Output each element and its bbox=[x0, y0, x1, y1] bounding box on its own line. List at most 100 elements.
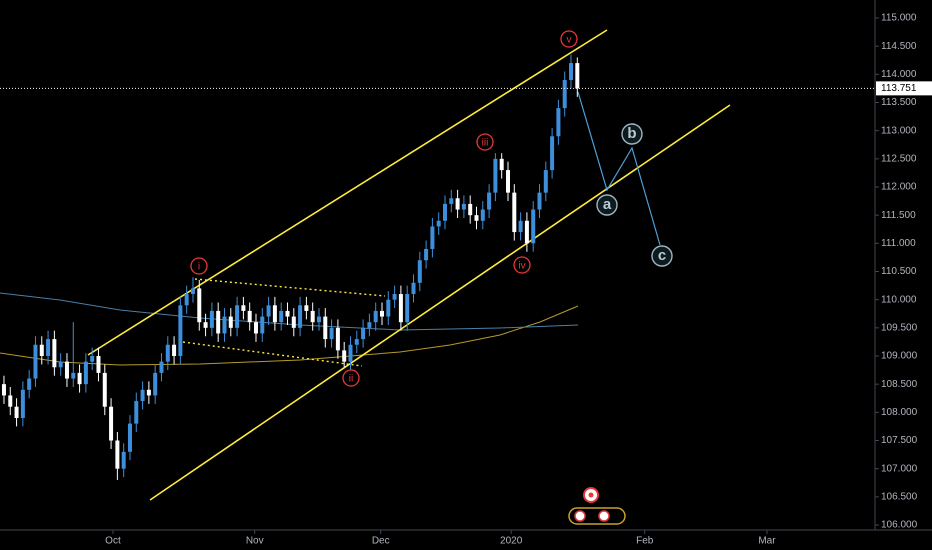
y-tick-label: 112.500 bbox=[881, 153, 917, 164]
candle-body bbox=[20, 389, 25, 418]
candles bbox=[1, 54, 580, 480]
candle-body bbox=[134, 401, 139, 424]
candle-body bbox=[348, 344, 353, 362]
y-tick-label: 113.500 bbox=[881, 97, 917, 108]
channel-lower bbox=[149, 104, 731, 501]
candle-body bbox=[310, 310, 315, 323]
triangle-upper bbox=[194, 278, 386, 297]
wave-label: i bbox=[198, 262, 200, 273]
wave-label-circle bbox=[190, 257, 208, 275]
candle-body bbox=[33, 344, 38, 379]
candle-body bbox=[323, 316, 328, 340]
candle-body bbox=[90, 356, 95, 362]
last-price-box bbox=[876, 81, 932, 96]
x-tick-label: Feb bbox=[636, 536, 654, 547]
projection-label: c bbox=[658, 247, 666, 264]
candle-body bbox=[247, 310, 252, 323]
candle-body bbox=[361, 327, 366, 340]
candle-body bbox=[228, 316, 233, 328]
candle-body bbox=[480, 209, 485, 221]
candle-body bbox=[58, 361, 63, 368]
candle-body bbox=[27, 378, 32, 390]
y-tick-label: 109.500 bbox=[881, 322, 918, 333]
candle-body bbox=[1, 384, 6, 396]
wave-label-circle bbox=[476, 133, 494, 151]
candle-body bbox=[474, 215, 479, 221]
y-tick-label: 110.000 bbox=[881, 294, 917, 305]
x-tick-label: 2020 bbox=[500, 536, 523, 547]
candle-body bbox=[550, 136, 555, 171]
candle-body bbox=[468, 203, 473, 216]
candle-body bbox=[455, 198, 460, 210]
triangle-lower bbox=[182, 341, 363, 367]
candle-body bbox=[461, 203, 466, 210]
candle-body bbox=[392, 294, 397, 300]
candle-body bbox=[298, 305, 303, 328]
candle-body bbox=[121, 451, 126, 469]
candle-body bbox=[115, 440, 120, 469]
candle-body bbox=[543, 170, 548, 193]
candle-body bbox=[197, 288, 202, 323]
y-tick-label: 111.500 bbox=[881, 210, 916, 221]
candle-body bbox=[512, 192, 517, 233]
projection-label: b bbox=[627, 125, 636, 142]
y-tick-label: 108.500 bbox=[881, 379, 918, 390]
candle-body bbox=[178, 305, 183, 356]
candle-body bbox=[354, 339, 359, 345]
wave-label: v bbox=[567, 35, 572, 46]
candle-body bbox=[77, 372, 82, 385]
candle-body bbox=[83, 361, 88, 385]
candle-body bbox=[46, 339, 51, 356]
y-tick-label: 114.500 bbox=[881, 41, 917, 52]
candle-body bbox=[64, 361, 69, 379]
candle-body bbox=[203, 322, 208, 328]
candle-body bbox=[216, 310, 221, 334]
candle-body bbox=[487, 192, 492, 210]
candle-body bbox=[405, 294, 410, 323]
x-tick-label: Oct bbox=[105, 536, 121, 547]
event-icon-dot bbox=[588, 492, 594, 498]
projection-label-circle bbox=[651, 245, 673, 267]
candle-body bbox=[184, 294, 189, 306]
candle-body bbox=[335, 327, 340, 351]
candle-body bbox=[518, 220, 523, 233]
candle-body bbox=[506, 170, 511, 193]
candle-body bbox=[430, 226, 435, 249]
event-icon bbox=[574, 510, 586, 522]
y-tick-label: 106.500 bbox=[881, 491, 918, 502]
candle-body bbox=[537, 192, 542, 210]
candle-body bbox=[146, 389, 151, 396]
projection-label: a bbox=[603, 196, 612, 213]
candle-body bbox=[493, 158, 498, 193]
candle-body bbox=[575, 63, 580, 89]
y-tick-label: 111.000 bbox=[881, 238, 916, 249]
candle-body bbox=[14, 406, 19, 418]
projection-label-circle bbox=[621, 123, 643, 145]
x-tick-label: Nov bbox=[246, 536, 264, 547]
candle-body bbox=[449, 198, 454, 204]
wave-label-circle bbox=[342, 369, 360, 387]
event-icon bbox=[598, 510, 610, 522]
candle-body bbox=[373, 310, 378, 323]
x-tick-label: Dec bbox=[372, 536, 390, 547]
candle-body bbox=[499, 158, 504, 171]
candle-body bbox=[96, 356, 101, 373]
candle-body bbox=[52, 339, 57, 368]
candle-body bbox=[562, 79, 567, 109]
y-tick-label: 107.000 bbox=[881, 463, 918, 474]
candle-body bbox=[235, 305, 240, 328]
candle-body bbox=[398, 294, 403, 323]
candle-body bbox=[190, 288, 195, 295]
candle-body bbox=[172, 344, 177, 356]
candle-body bbox=[442, 203, 447, 221]
last-price-label: 113.751 bbox=[881, 83, 917, 94]
candle-body bbox=[279, 310, 284, 323]
candle-body bbox=[304, 305, 309, 311]
candle-body bbox=[329, 327, 334, 340]
candle-body bbox=[140, 389, 145, 402]
candle-body bbox=[159, 361, 164, 373]
candle-body bbox=[291, 316, 296, 328]
y-tick-label: 113.000 bbox=[881, 125, 917, 136]
